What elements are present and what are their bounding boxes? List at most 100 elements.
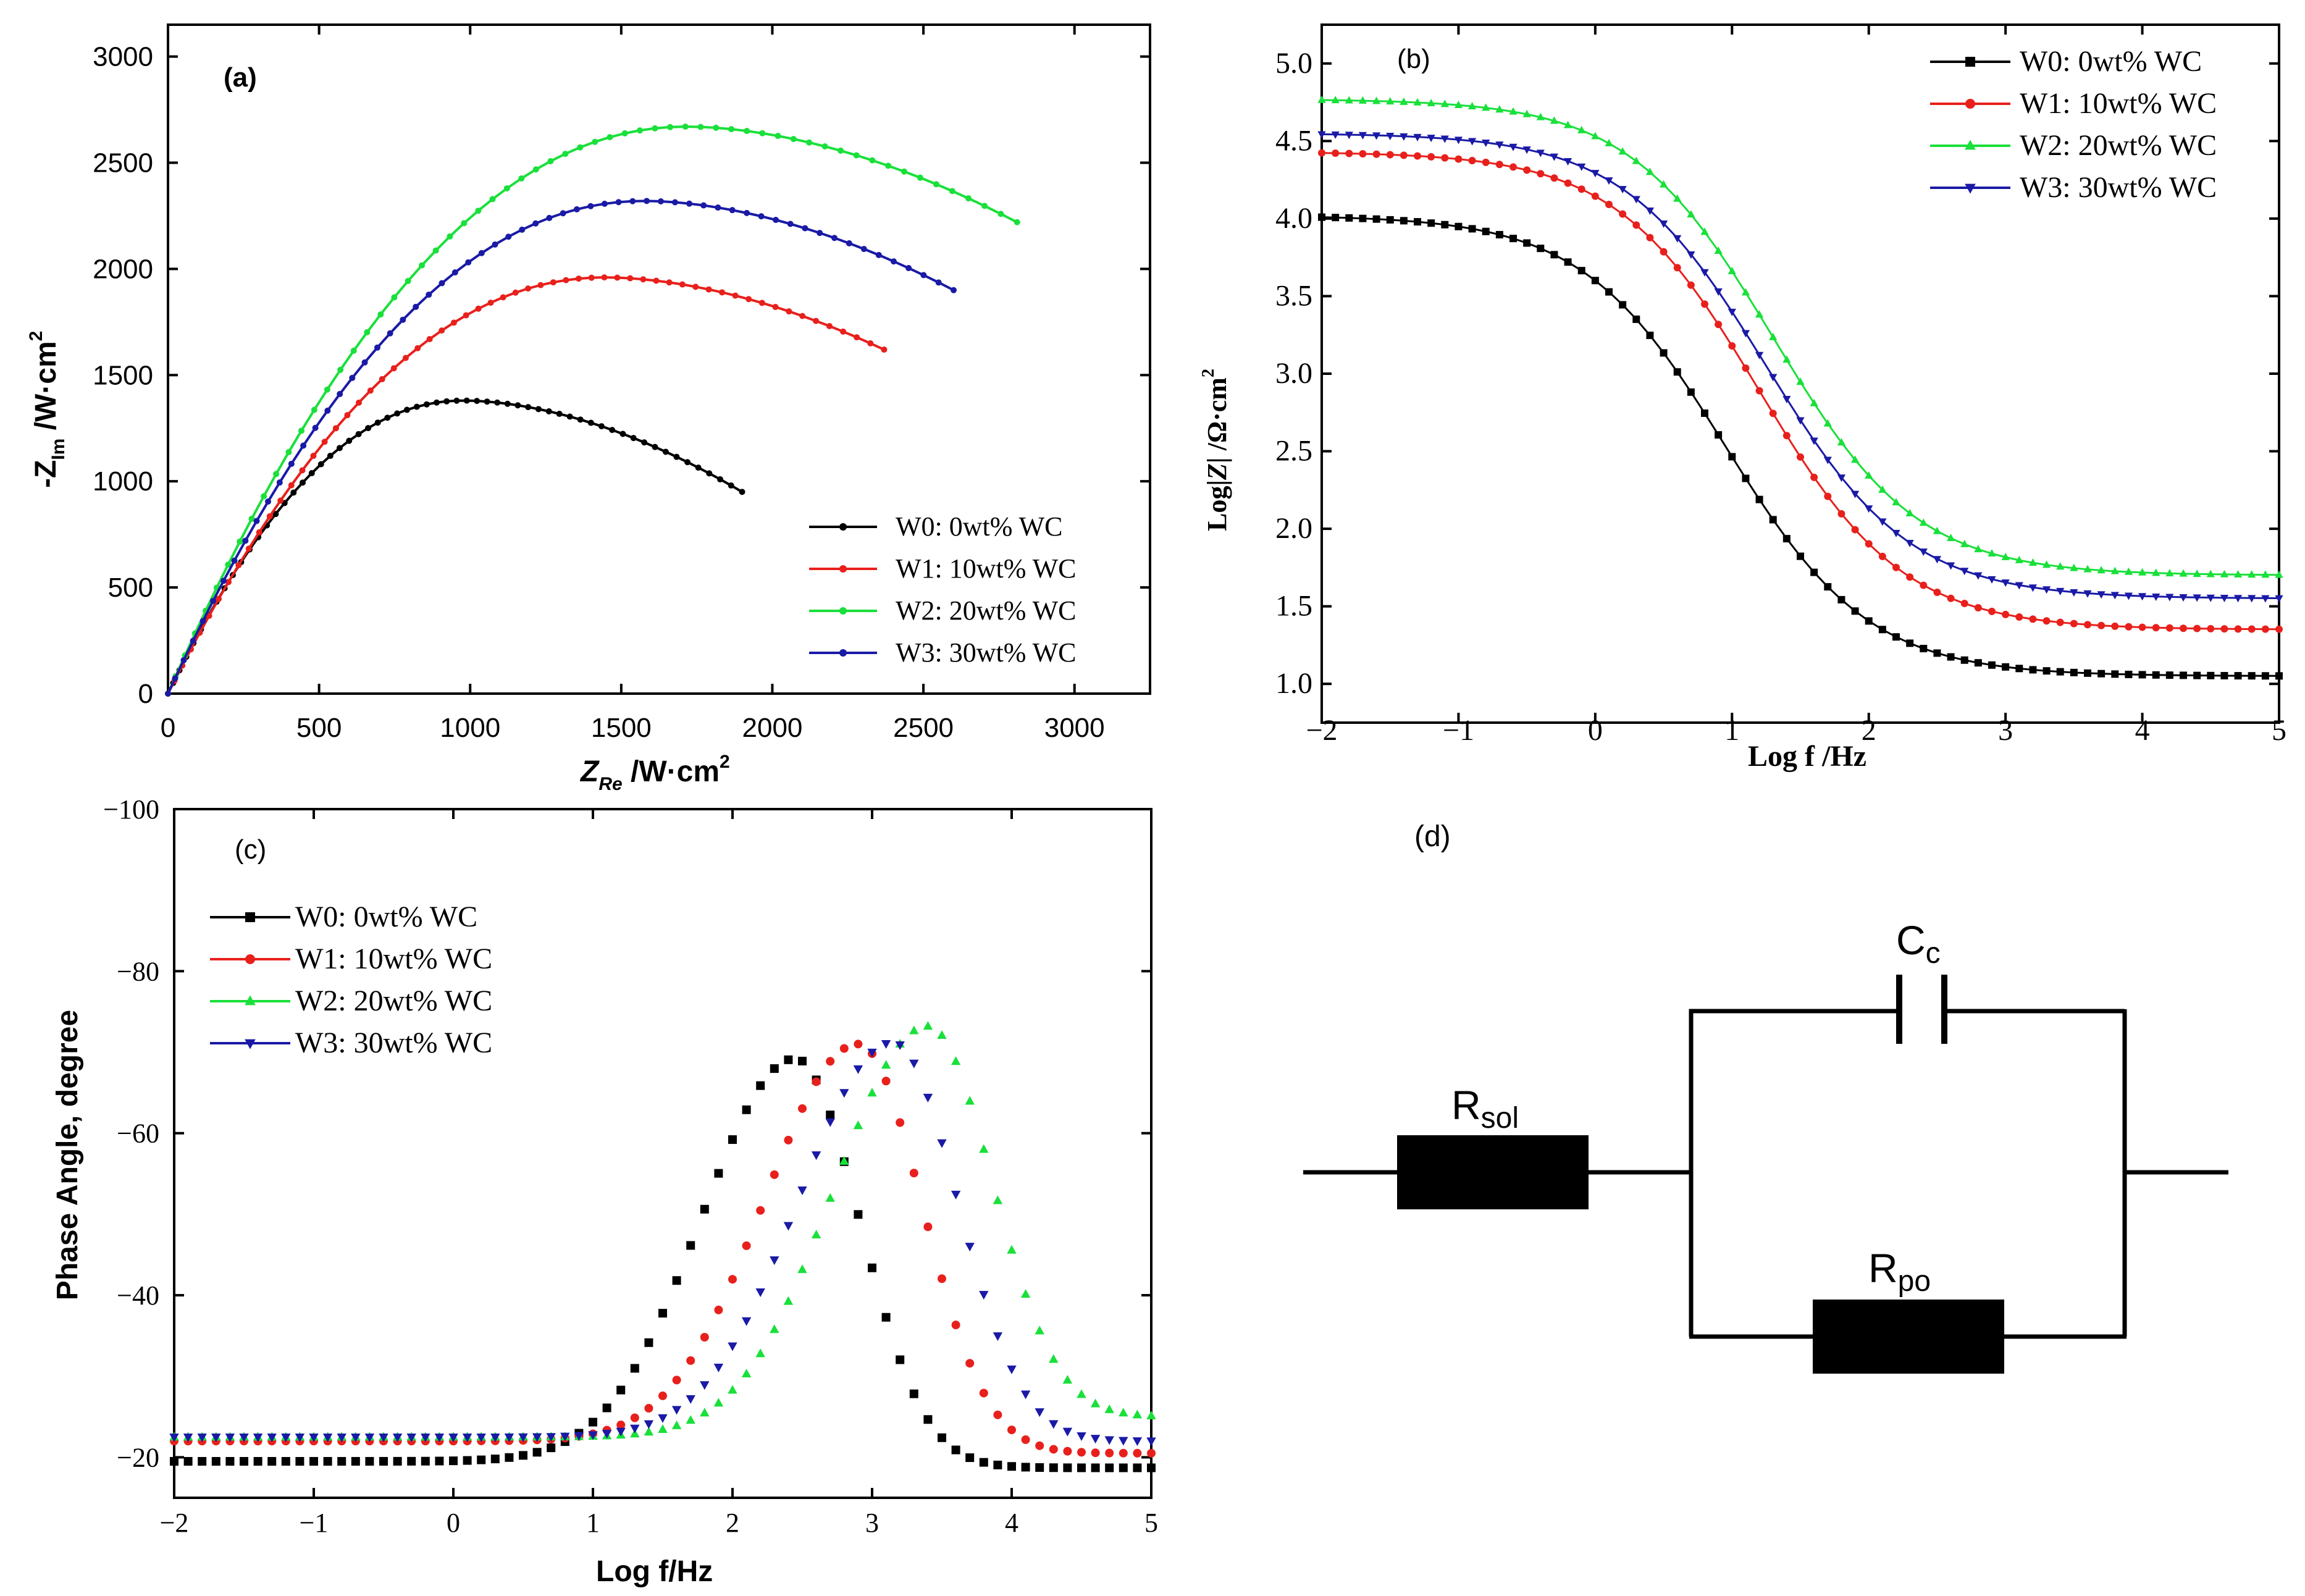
panel-a-data-point bbox=[614, 274, 621, 281]
panel-c-data-point bbox=[923, 1415, 933, 1424]
panel-c-data-point bbox=[1062, 1427, 1073, 1437]
panel-a-data-point bbox=[598, 423, 605, 430]
panel-b-data-point bbox=[1400, 133, 1408, 141]
panel-b-data-point bbox=[1660, 349, 1668, 357]
panel-c-data-point bbox=[364, 1434, 375, 1443]
panel-b-data-point bbox=[1960, 539, 1969, 547]
panel-a-data-point bbox=[298, 427, 304, 434]
panel-b-data-point bbox=[2110, 566, 2119, 574]
panel-c-data-point bbox=[392, 1434, 403, 1443]
panel-b-data-point bbox=[2152, 593, 2160, 601]
panel-a-data-point bbox=[500, 294, 506, 301]
panel-c-legend-marker bbox=[245, 954, 255, 964]
panel-a-data-point bbox=[885, 162, 892, 169]
panel-a-x-tick-label: 0 bbox=[161, 713, 175, 743]
panel-b-data-point bbox=[1550, 116, 1559, 124]
panel-a-data-point bbox=[692, 284, 699, 290]
panel-a-data-point bbox=[453, 397, 460, 404]
panel-b-data-point bbox=[1632, 315, 1640, 323]
panel-c-data-point bbox=[1035, 1408, 1044, 1418]
panel-c-data-point bbox=[532, 1433, 542, 1442]
panel-c-data-point bbox=[909, 1169, 918, 1178]
panel-b-data-point bbox=[1974, 572, 1983, 580]
panel-b-data-point bbox=[2193, 594, 2201, 602]
panel-c-data-point bbox=[770, 1324, 779, 1334]
panel-a-data-point bbox=[450, 319, 457, 326]
panel-a-series-line-3 bbox=[167, 200, 954, 694]
panel-c-x-tick-label: 4 bbox=[1005, 1508, 1018, 1538]
panel-b-data-point bbox=[2028, 558, 2038, 566]
panel-b-data-point bbox=[1358, 132, 1367, 140]
panel-c-data-point bbox=[1063, 1447, 1072, 1456]
panel-c-data-point bbox=[826, 1057, 835, 1066]
panel-b-data-point bbox=[1878, 626, 1886, 634]
panel-b-data-point bbox=[2207, 671, 2215, 679]
panel-c-data-point bbox=[365, 1456, 374, 1466]
panel-b-legend-label: W3: 30wt% WC bbox=[2020, 171, 2217, 204]
panel-a-data-point bbox=[374, 419, 381, 426]
panel-b-data-point bbox=[1386, 133, 1395, 141]
panel-b-data-point bbox=[1701, 300, 1708, 308]
panel-b-data-point bbox=[1837, 510, 1845, 518]
panel-b-data-point bbox=[2001, 552, 2010, 560]
panel-a-data-point bbox=[487, 300, 494, 306]
panel-c-data-point bbox=[351, 1434, 361, 1443]
panel-c-data-point bbox=[505, 1453, 514, 1462]
panel-a-data-point bbox=[546, 214, 553, 221]
panel-c-data-point bbox=[700, 1408, 710, 1417]
panel-a-data-point bbox=[577, 416, 584, 423]
panel-b-data-point bbox=[2193, 671, 2201, 679]
panel-c-data-point bbox=[742, 1105, 751, 1114]
panel-c-data-point bbox=[1007, 1245, 1017, 1254]
panel-a-data-point bbox=[772, 304, 779, 311]
panel-b-data-point bbox=[1345, 149, 1353, 158]
panel-b-data-point bbox=[1714, 246, 1723, 254]
panel-a-data-point bbox=[426, 335, 433, 342]
panel-b-data-point bbox=[1960, 656, 1968, 664]
panel-b-data-point bbox=[1427, 98, 1435, 106]
panel-c-data-point bbox=[504, 1433, 514, 1442]
panel-b-data-point bbox=[1728, 342, 1736, 350]
panel-b-data-point bbox=[1988, 661, 1996, 669]
panel-a-y-axis-label: -ZIm /W·cm2 bbox=[26, 331, 69, 488]
panel-b-data-point bbox=[1892, 498, 1900, 506]
panel-b-data-point bbox=[1865, 471, 1873, 479]
panel-b-data-point bbox=[1919, 518, 1928, 526]
panel-b-data-point bbox=[1618, 186, 1627, 194]
panel-c-data-point bbox=[1105, 1463, 1114, 1472]
panel-c-x-tick-label: 3 bbox=[865, 1508, 879, 1538]
panel-c-data-point bbox=[728, 1385, 737, 1394]
panel-a-data-point bbox=[997, 211, 1004, 217]
panel-a-data-point bbox=[621, 130, 628, 136]
panel-c-data-point bbox=[337, 1456, 346, 1466]
panel-c-data-point bbox=[1077, 1432, 1086, 1441]
panel-c-data-point bbox=[713, 1363, 724, 1372]
panel-b-data-point bbox=[2233, 595, 2243, 603]
panel-a-data-point bbox=[786, 308, 792, 315]
panel-a-data-point bbox=[514, 402, 521, 409]
panel-b-data-point bbox=[1920, 581, 1928, 589]
panel-b-ticks: −2 −1 0 1 2 3 4 5 1.0 1.5 2.0 2.5 3.0 3.5 4.0 4.5 5.0 bbox=[1275, 25, 2286, 747]
panel-b-data-point bbox=[1755, 351, 1764, 359]
panel-c-data-point bbox=[853, 1120, 863, 1130]
panel-b-data-point bbox=[2029, 666, 2037, 674]
panel-a-legend-marker bbox=[839, 649, 847, 657]
panel-a-data-point bbox=[299, 479, 306, 486]
panel-b-data-point bbox=[1728, 308, 1736, 316]
panel-c-data-point bbox=[770, 1064, 779, 1073]
panel-a-data-point bbox=[715, 204, 721, 211]
panel-b-data-point bbox=[1317, 131, 1326, 139]
panel-b-data-point bbox=[1427, 219, 1435, 227]
panel-b-data-point bbox=[1850, 490, 1860, 498]
panel-b-data-point bbox=[1933, 649, 1941, 657]
panel-b-data-point bbox=[2070, 620, 2078, 628]
panel-a-data-point bbox=[831, 235, 838, 242]
panel-b-data-point bbox=[1673, 235, 1682, 243]
panel-c-data-point bbox=[1021, 1435, 1030, 1444]
panel-c-data-point bbox=[644, 1420, 654, 1429]
panel-b-data-point bbox=[1742, 474, 1750, 482]
panel-a-legend: W0: 0wt% WC W1: 10wt% WC W2: 20wt% WC W3: 3… bbox=[809, 511, 1077, 668]
panel-a-data-point bbox=[337, 390, 343, 397]
panel-a-data-point bbox=[423, 401, 430, 408]
panel-b-data-point bbox=[2180, 671, 2187, 679]
